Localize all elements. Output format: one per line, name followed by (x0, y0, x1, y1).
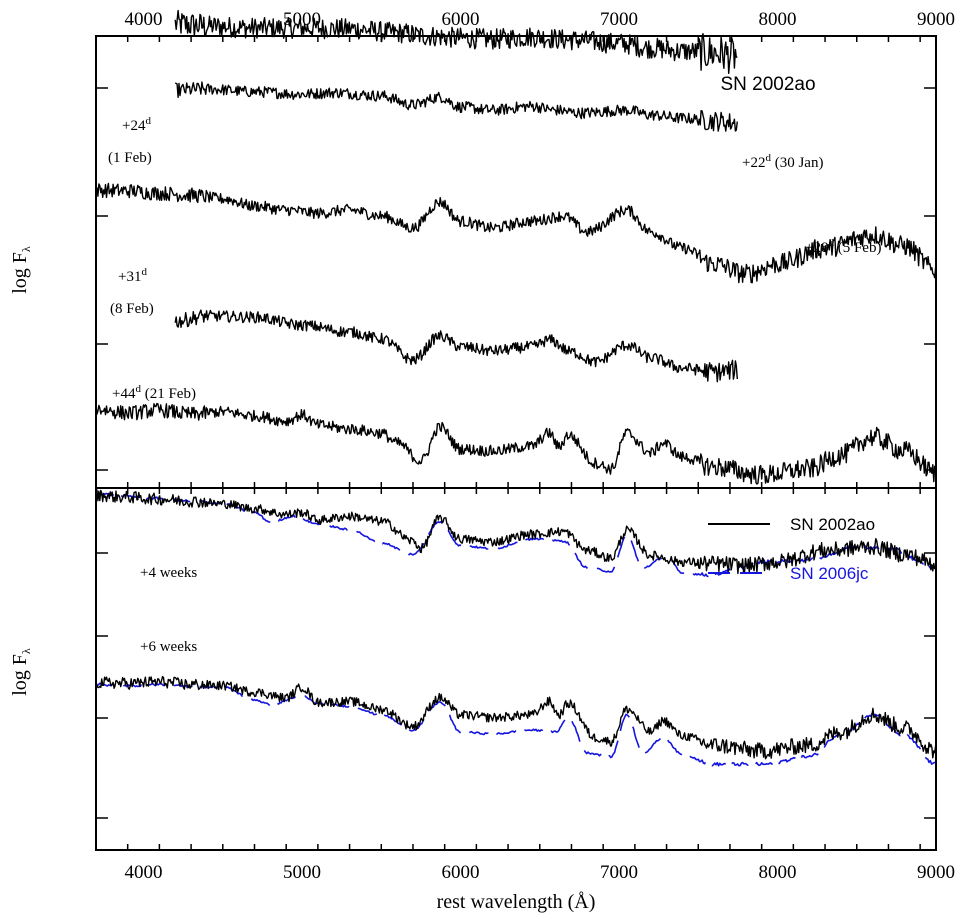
epoch-label: +44d (21 Feb) (112, 383, 196, 402)
x-tick-label: 6000 (442, 862, 480, 883)
top-y-axis-label: log Fλ (9, 246, 33, 294)
spectrum-line-sn-2002ao (95, 675, 937, 760)
spectrum-line-plus-31 (174, 309, 738, 383)
x-tick-label: 9000 (917, 9, 955, 30)
legend-label-sn2006jc: SN 2006jc (790, 564, 869, 583)
bottom-panel: 4000 5000 6000 7000 8000 9000 +4 weeks +6 wee… (9, 487, 955, 913)
x-tick-label: 8000 (759, 862, 797, 883)
legend: SN 2002ao SN 2006jc (708, 515, 875, 583)
epoch-label: +28d (5 Feb) (805, 237, 881, 256)
x-axis-label: rest wavelength (Å) (437, 891, 596, 913)
epoch-date: (1 Feb) (108, 150, 152, 166)
label-6-weeks: +6 weeks (140, 639, 197, 655)
spectrum-line-plus-44 (95, 402, 937, 485)
epoch-date: (8 Feb) (110, 301, 154, 317)
x-tick-label: 9000 (917, 862, 955, 883)
top-y-axis-label-main: log F (9, 252, 31, 294)
bottom-panel-x-ticks (95, 488, 921, 850)
bottom-y-axis-label-sub: λ (19, 648, 33, 654)
epoch-label: +31d (118, 266, 147, 285)
bottom-y-axis-label: log Fλ (9, 648, 33, 696)
top-panel-x-ticks (95, 36, 921, 488)
spectrum-line-sn-2002ao (95, 489, 937, 575)
top-panel-title: SN 2002ao (720, 74, 815, 95)
x-tick-label: 8000 (759, 9, 797, 30)
x-tick-label: 5000 (283, 862, 321, 883)
epoch-label: +22d (30 Jan) (742, 152, 823, 171)
top-panel-series (95, 9, 937, 485)
epoch-label: +24d (122, 115, 151, 134)
bottom-x-tick-labels: 4000 5000 6000 7000 8000 9000 (125, 862, 955, 883)
top-panel: SN 2002ao +24d (1 Feb) +22d (30 Jan) +28d (… (9, 9, 955, 489)
legend-label-sn2002ao: SN 2002ao (790, 515, 875, 534)
spectrum-line-plus-24 (174, 9, 738, 74)
spectrum-line-sn-2006jc (95, 682, 936, 767)
spectrum-line-plus-22 (174, 81, 738, 132)
x-tick-label: 5000 (283, 9, 321, 30)
bottom-panel-frame (95, 487, 937, 851)
label-4-weeks: +4 weeks (140, 565, 197, 581)
top-y-axis-label-sub: λ (19, 246, 33, 252)
bottom-panel-y-ticks (96, 552, 936, 819)
x-tick-label: 4000 (125, 862, 163, 883)
top-x-tick-labels: 4000 5000 6000 7000 8000 9000 (125, 9, 955, 30)
x-tick-label: 7000 (600, 862, 638, 883)
top-panel-y-ticks (96, 87, 936, 471)
bottom-panel-series (95, 489, 937, 767)
x-tick-label: 4000 (125, 9, 163, 30)
epoch-labels: +24d (1 Feb) +22d (30 Jan) +28d (5 Feb) +31d… (108, 115, 881, 402)
x-tick-label: 6000 (442, 9, 480, 30)
bottom-y-axis-label-main: log F (9, 654, 31, 696)
x-tick-label: 7000 (600, 9, 638, 30)
spectrum-line-plus-28 (95, 182, 937, 284)
